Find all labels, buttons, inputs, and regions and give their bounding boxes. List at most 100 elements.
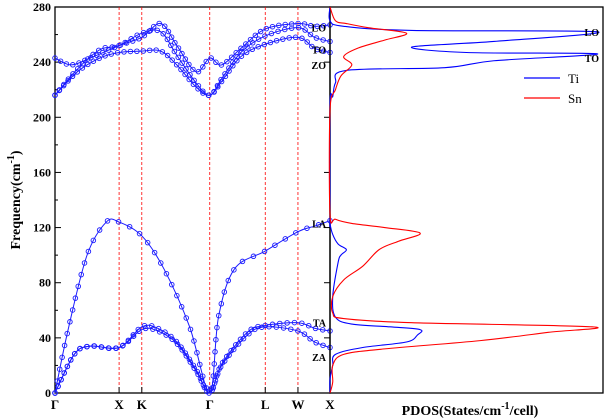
branch-to-marker [160, 31, 166, 37]
branch-lo-marker [282, 21, 288, 28]
branch-za-marker [156, 329, 163, 335]
branch-lo-marker [76, 60, 82, 66]
branch-la-marker [75, 283, 81, 290]
branch-zo-marker [140, 48, 147, 54]
branch-la-marker [203, 385, 209, 391]
branch-la-marker [136, 230, 143, 237]
branch-zo-marker [320, 48, 327, 54]
branch-zo-marker [286, 35, 292, 41]
branch-la-marker [210, 373, 217, 379]
branch-lo-marker [111, 44, 118, 51]
branch-to-marker [205, 92, 212, 98]
branch-to-marker [65, 76, 72, 82]
branch-la-marker [212, 349, 218, 355]
branch-ta-marker [125, 337, 132, 344]
branch-zo-marker [85, 61, 91, 68]
x-tick-label: X [114, 397, 124, 412]
branch-zo-marker [108, 51, 115, 57]
pdos-curve-ti [328, 6, 600, 394]
branch-ta-marker [135, 326, 141, 333]
branch-lo-marker [168, 34, 175, 40]
branch-la-marker [126, 223, 133, 230]
branch-lo-marker [200, 64, 206, 70]
branch-za-marker [280, 325, 287, 331]
branch-zo-marker [178, 66, 184, 73]
branch-zo-marker [134, 48, 140, 55]
branch-zo-marker [314, 46, 321, 53]
branch-ta-marker [232, 342, 239, 348]
y-axis-label-close: ) [9, 150, 24, 155]
branch-lo-marker [179, 50, 185, 57]
branch-ta-marker [113, 345, 120, 351]
y-tick-label: 40 [39, 331, 51, 345]
branch-lo [54, 23, 331, 73]
branch-lo-marker [238, 45, 244, 52]
branch-lo-marker [243, 41, 249, 47]
branch-lo-marker [150, 23, 157, 30]
branch-la-marker [178, 304, 185, 310]
branch-zo-marker [255, 43, 261, 50]
branch-lo-marker [276, 22, 282, 29]
branch-to-marker [244, 44, 250, 50]
branch-zo-marker [200, 90, 206, 96]
y-axis-label-main: Frequency(cm [9, 163, 24, 249]
branch-za-marker [246, 330, 252, 337]
y-tick-label: 280 [33, 0, 51, 14]
branch-ta-marker [130, 332, 137, 338]
branch-la-marker [250, 253, 257, 260]
branch-to-marker [262, 33, 268, 39]
branch-to-marker [70, 71, 76, 77]
branch-ta-marker [141, 322, 148, 329]
branch-zo-marker [127, 48, 134, 55]
branch-la-marker [191, 338, 197, 344]
branch-to-marker [140, 29, 147, 36]
branch-za-marker [174, 341, 181, 347]
branch-ta [54, 322, 331, 394]
branch-za-marker [169, 336, 175, 342]
branch-ta-marker [148, 323, 155, 329]
branch-ta-marker [194, 368, 201, 375]
branch-lo-marker [99, 49, 106, 56]
branch-to-marker [214, 82, 221, 89]
branch-la-marker [90, 237, 97, 244]
pdos-curves [328, 6, 600, 394]
x-axis-label: PDOS(States/cm-1/cell) [402, 401, 539, 419]
mode-label-zo: ZO [312, 61, 327, 72]
branch-lo-marker [156, 20, 162, 27]
branch-la-marker [56, 366, 63, 372]
branch-to-marker [275, 28, 281, 35]
branch-to-marker [226, 65, 232, 71]
y-tick-label: 240 [33, 55, 51, 69]
branch-to-marker [268, 30, 275, 37]
branch-ta-marker [190, 362, 197, 369]
branch-ta-marker [248, 326, 254, 333]
branch-ta-marker [228, 347, 234, 354]
branch-lo-marker [146, 28, 152, 34]
pdos-annotation-lo: LO [585, 28, 600, 39]
branch-ta-marker [77, 345, 83, 352]
branch-zo-marker [153, 47, 159, 53]
y-tick-label: 160 [33, 165, 51, 179]
branch-la-marker [261, 248, 268, 255]
branch-lo-marker [263, 25, 270, 32]
branch-ta-marker [61, 370, 67, 376]
branch-zo-marker [304, 39, 310, 45]
branch-la-marker [211, 361, 217, 367]
branch-la-marker [64, 330, 70, 337]
branch-zo-marker [146, 47, 153, 54]
mode-label-za: ZA [312, 353, 327, 364]
branch-lo-marker [252, 32, 259, 39]
branch-to-marker [302, 27, 308, 33]
branch-zo-marker [249, 46, 256, 53]
branch-zo-marker [74, 69, 81, 75]
branch-to-marker [175, 54, 181, 61]
branch-lo-marker [247, 36, 254, 43]
branch-ta-marker [216, 366, 222, 372]
branch-la-marker [213, 336, 219, 343]
branch-lo-marker [129, 38, 136, 44]
branch-zo-marker [69, 73, 76, 80]
branch-za-marker [230, 346, 237, 353]
branch-zo-marker [159, 49, 166, 55]
branch-ta-marker [269, 321, 276, 328]
branch-ta-marker [319, 327, 326, 333]
